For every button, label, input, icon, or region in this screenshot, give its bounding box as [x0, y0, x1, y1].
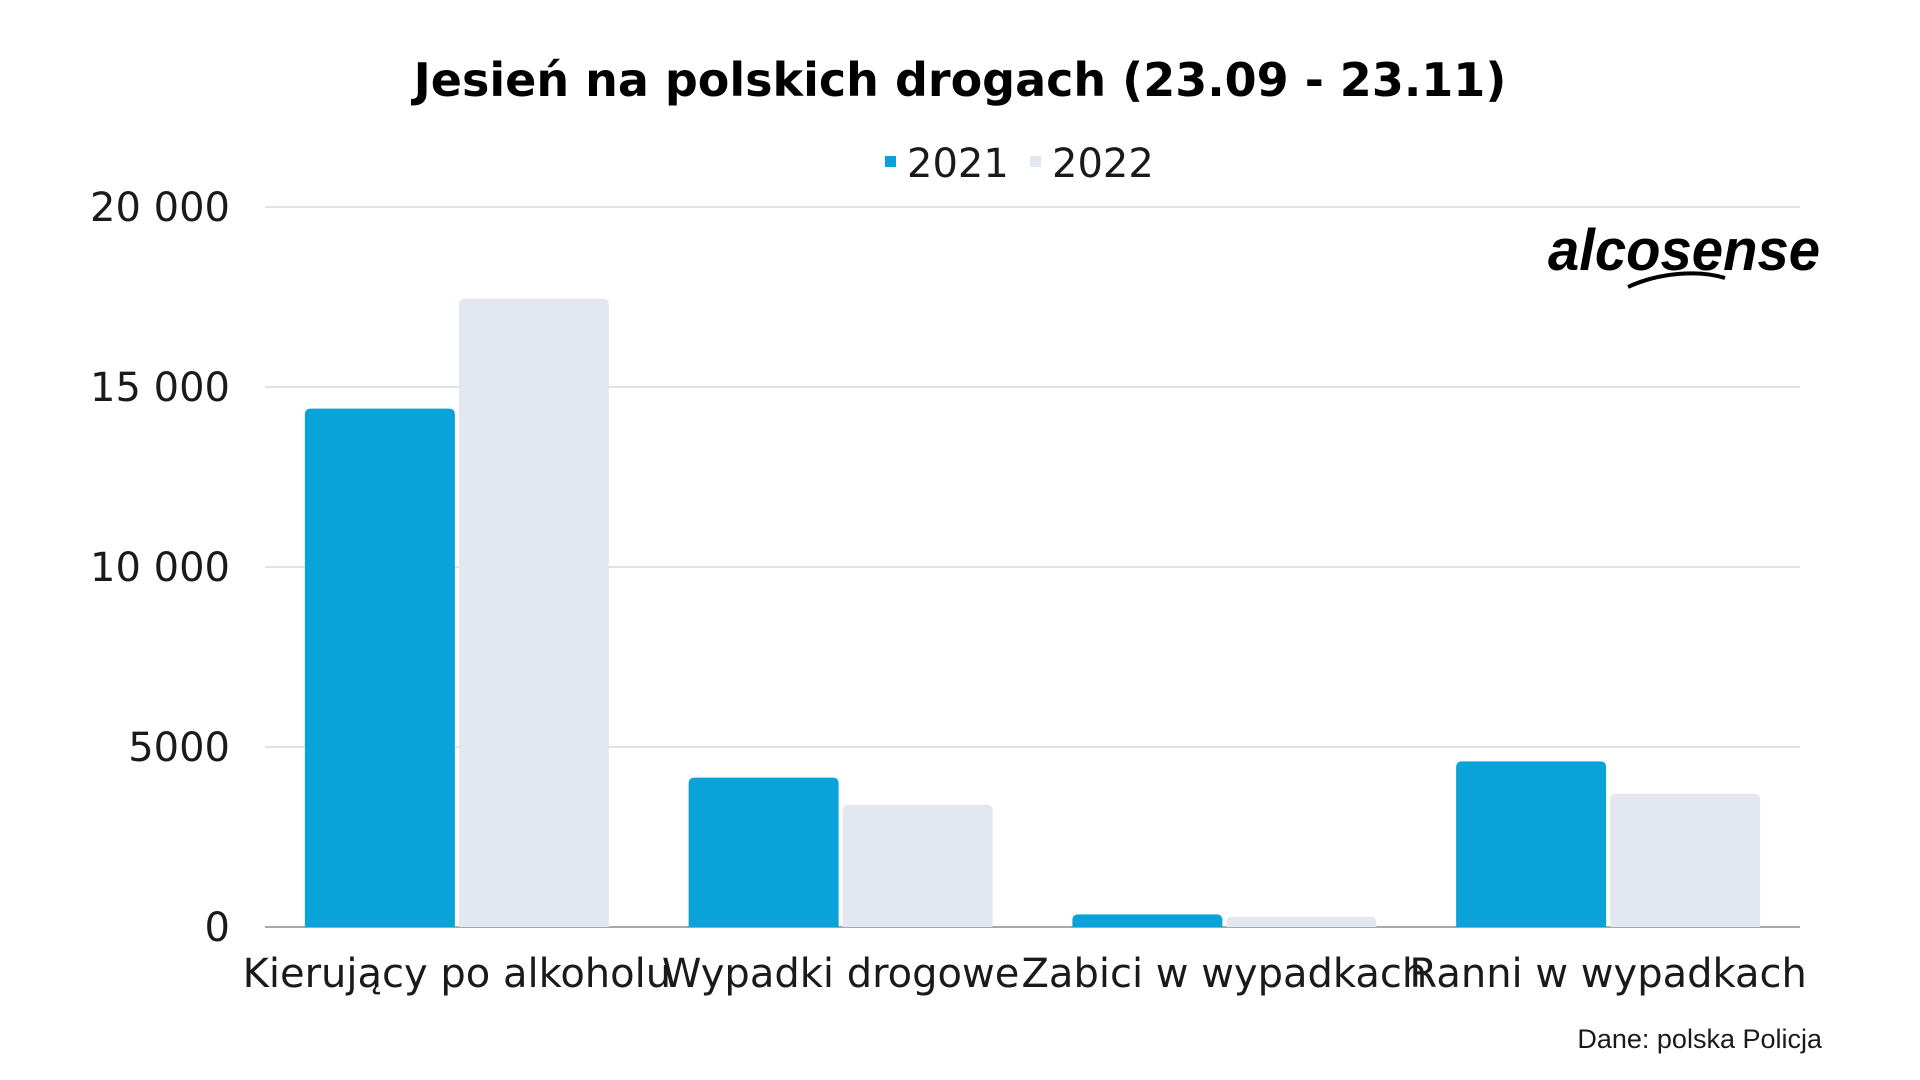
bar-2021-3: [1456, 761, 1607, 927]
bars: [304, 298, 1761, 928]
bar-2021-1: [688, 777, 839, 927]
x-category-label: Zabici w wypadkach: [1022, 951, 1428, 997]
y-tick-label: 0: [205, 905, 230, 951]
legend-label-2022: 2022: [1052, 141, 1154, 187]
bar-2022-1: [842, 804, 993, 927]
legend-label-2021: 2021: [907, 141, 1009, 187]
bar-2021-2: [1072, 914, 1223, 927]
chart-title: Jesień na polskich drogach (23.09 - 23.1…: [411, 53, 1507, 107]
legend: 2021 2022: [885, 141, 1154, 187]
x-category-label: Kierujący po alkoholu: [243, 951, 671, 997]
bar-2022-2: [1226, 916, 1377, 927]
y-tick-label: 15 000: [90, 365, 230, 411]
legend-swatch-2022: [1030, 156, 1041, 167]
y-tick-label: 20 000: [90, 185, 230, 231]
source-note: Dane: polska Policja: [1577, 1024, 1823, 1054]
bar-2022-3: [1610, 793, 1761, 927]
alcosense-logo: alcosense: [1548, 218, 1820, 289]
legend-swatch-2021: [885, 156, 896, 167]
y-tick-label: 5000: [128, 725, 230, 771]
bar-2022-0: [458, 298, 609, 927]
x-category-label: Ranni w wypadkach: [1409, 951, 1806, 997]
y-tick-label: 10 000: [90, 545, 230, 591]
y-axis-ticks: 0 5000 10 000 15 000 20 000: [90, 185, 230, 951]
x-category-label: Wypadki drogowe: [662, 951, 1019, 997]
bar-2021-0: [304, 408, 455, 928]
logo-swoosh: [1627, 271, 1726, 289]
